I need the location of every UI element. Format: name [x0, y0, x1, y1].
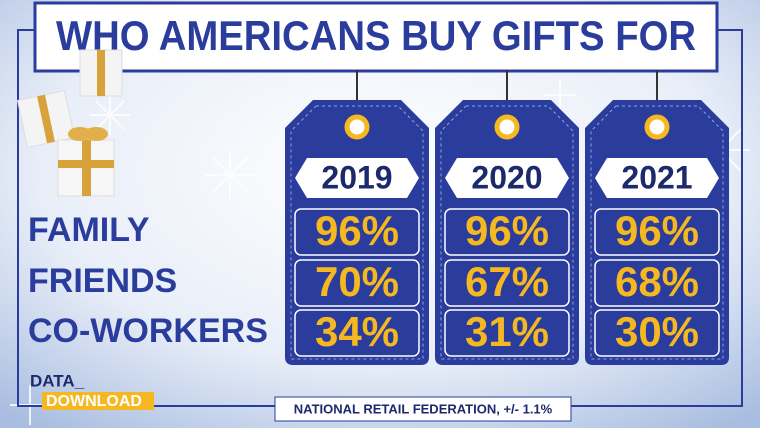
year: 2020 [471, 159, 542, 195]
tag-hole [344, 114, 370, 140]
year-pill [295, 158, 419, 198]
value-cell [594, 259, 720, 307]
source-box [274, 396, 572, 422]
value-cell [294, 309, 420, 357]
logo-line2: DOWNLOAD [46, 393, 142, 410]
title-box [33, 1, 719, 73]
year: 2021 [621, 159, 692, 195]
row-labels: FAMILY FRIENDS CO-WORKERS [28, 211, 268, 350]
price-tag: 2019 96%70%34% [285, 70, 429, 365]
gift-boxes [16, 49, 123, 197]
year-pill [595, 158, 719, 198]
row-label: FAMILY [28, 211, 150, 249]
tag-hole [494, 114, 520, 140]
value: 70% [315, 258, 399, 305]
source: NATIONAL RETAIL FEDERATION, +/- 1.1% [294, 401, 553, 416]
value-cell [444, 259, 570, 307]
price-tag: 2020 96%67%31% [435, 70, 579, 365]
logo-bar [42, 392, 154, 410]
value: 30% [615, 308, 699, 355]
price-tag: 2021 96%68%30% [585, 70, 729, 365]
row-label: CO-WORKERS [28, 312, 268, 350]
year-pill [445, 158, 569, 198]
value-cell [294, 259, 420, 307]
value: 96% [465, 207, 549, 254]
value-cell [294, 208, 420, 256]
value: 67% [465, 258, 549, 305]
value: 31% [465, 308, 549, 355]
logo-line1: DATA_ [30, 371, 85, 390]
row-label: FRIENDS [28, 262, 177, 300]
title: WHO AMERICANS BUY GIFTS FOR [56, 12, 696, 59]
value: 34% [315, 308, 399, 355]
value-cell [594, 208, 720, 256]
value-cell [594, 309, 720, 357]
value: 96% [315, 207, 399, 254]
value: 96% [615, 207, 699, 254]
value: 68% [615, 258, 699, 305]
value-cell [444, 208, 570, 256]
tag-hole [644, 114, 670, 140]
value-cell [444, 309, 570, 357]
year: 2019 [321, 159, 392, 195]
